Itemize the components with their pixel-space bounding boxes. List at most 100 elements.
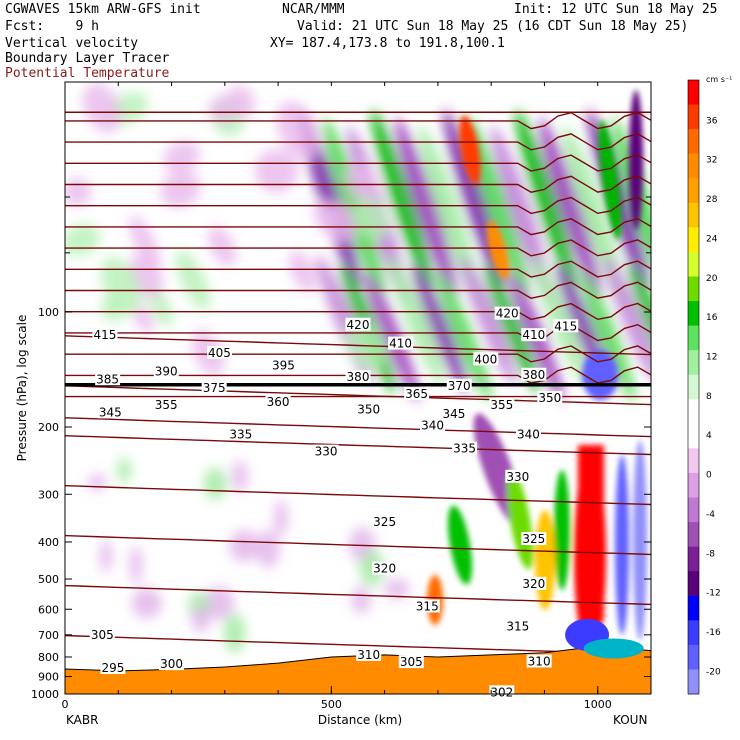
theta-label: 405 (208, 346, 231, 360)
theta-label-bg (521, 328, 547, 342)
y-tick-label: 600 (38, 603, 59, 616)
velocity-patch (191, 606, 210, 633)
theta-label-bg (505, 469, 531, 483)
theta-label: 345 (442, 407, 465, 421)
colorbar-swatch (688, 423, 699, 449)
theta-label-bg (489, 397, 515, 411)
y-tick-label: 800 (38, 651, 59, 664)
colorbar-swatch (688, 202, 699, 228)
y-tick-label: 100 (38, 306, 59, 319)
velocity-patch (163, 141, 201, 173)
velocity-patch (354, 196, 390, 240)
colorbar-tick-label: -12 (706, 589, 721, 599)
theta-label: 302 (490, 685, 513, 699)
y-axis-label: Pressure (hPa), log scale (15, 315, 29, 462)
colorbar-tick-label: 16 (706, 313, 718, 323)
velocity-patch (460, 255, 516, 385)
theta-contour (65, 196, 651, 215)
theta-label-bg (489, 685, 515, 699)
theta-label: 305 (400, 655, 423, 669)
velocity-patch (134, 306, 154, 333)
velocity-patch (345, 162, 378, 204)
theta-label: 315 (506, 619, 529, 633)
theta-label-bg (494, 306, 520, 320)
velocity-patch (436, 271, 492, 401)
velocity-core (535, 510, 555, 610)
valid-time: Valid: 21 UTC Sun 18 May 25 (16 CDT Sun … (297, 19, 689, 34)
theta-contour (65, 485, 651, 506)
theta-label-bg (441, 407, 467, 421)
theta-label: 370 (448, 379, 471, 393)
theta-label: 410 (389, 337, 412, 351)
y-tick-label: 200 (38, 421, 59, 434)
velocity-patch (313, 200, 340, 234)
theta-label: 350 (538, 391, 561, 405)
theta-label-bg (356, 402, 382, 416)
theta-label-bg (515, 427, 541, 441)
y-tick-label: 300 (38, 488, 59, 501)
colorbar-tick-label: 12 (706, 353, 717, 363)
theta-label: 320 (373, 562, 396, 576)
theta-label: 385 (96, 372, 119, 386)
velocity-patch (351, 586, 371, 614)
colorbar-swatch (688, 251, 699, 277)
y-tick-label: 1000 (31, 688, 59, 701)
theta-label-bg (521, 532, 547, 546)
colorbar-swatch (688, 178, 699, 204)
axes: 0 500 1000 100 200 300 400 500 600 700 800 900 1000 (31, 82, 651, 711)
velocity-patch (371, 109, 433, 291)
velocity-patch (604, 255, 651, 385)
theta-label-bg (526, 654, 552, 668)
colorbar-swatch (688, 374, 699, 400)
theta-label-bg (553, 319, 579, 333)
x-axis-label: Distance (km) (318, 713, 402, 727)
x-tick-label: 1000 (584, 698, 612, 711)
colorbar-tick-label: 32 (706, 156, 717, 166)
theta-label: 340 (517, 427, 540, 441)
theta-contour (65, 154, 651, 172)
x-tick-label: 0 (62, 698, 69, 711)
velocity-patch (131, 587, 162, 619)
y-tick-label: 900 (38, 671, 59, 684)
velocity-patch (388, 255, 444, 385)
theta-label: 335 (453, 442, 476, 456)
velocity-patch (99, 538, 113, 574)
theta-label-bg (270, 358, 296, 372)
terrain (65, 618, 651, 694)
velocity-patch (160, 171, 201, 208)
colorbar-swatch (688, 399, 699, 425)
field-vertical-velocity: Vertical velocity (5, 36, 139, 51)
field-potential-temperature: Potential Temperature (5, 66, 170, 81)
theta-label-bg (420, 418, 446, 432)
theta-label-bg (521, 576, 547, 590)
velocity-patch (100, 256, 142, 316)
colorbar-swatch (688, 227, 699, 253)
velocity-patch (117, 457, 132, 484)
y-tick-label: 700 (38, 629, 59, 642)
colorbar: 36 32 28 24 20 16 12 8 4 0 -4 -8 -12 -16 -20 (687, 79, 721, 695)
theta-label-bg (153, 364, 179, 378)
theta-label: 295 (101, 661, 124, 675)
y-tick-label: 400 (38, 536, 59, 549)
theta-label: 330 (315, 445, 338, 459)
model-name: CGWAVES 15km ARW-GFS init (5, 2, 201, 17)
theta-label-bg (404, 387, 430, 401)
theta-label-bg (372, 515, 398, 529)
theta-label: 395 (272, 358, 295, 372)
velocity-patch (231, 460, 248, 493)
velocity-core (633, 440, 647, 640)
velocity-core (447, 505, 473, 585)
colorbar-swatch (688, 153, 699, 179)
velocity-patch (580, 271, 636, 401)
theta-label-bg (345, 317, 371, 331)
colorbar-tick-label: -20 (706, 667, 721, 677)
theta-label-bg (345, 370, 371, 384)
plot-frame (64, 81, 652, 695)
theta-label: 350 (357, 403, 380, 417)
velocity-patch (203, 586, 235, 620)
theta-label: 330 (506, 470, 529, 484)
velocity-patch (129, 216, 161, 270)
theta-label-bg (388, 336, 414, 350)
colorbar-tick-label: 28 (706, 195, 718, 205)
theta-contour (65, 584, 651, 606)
